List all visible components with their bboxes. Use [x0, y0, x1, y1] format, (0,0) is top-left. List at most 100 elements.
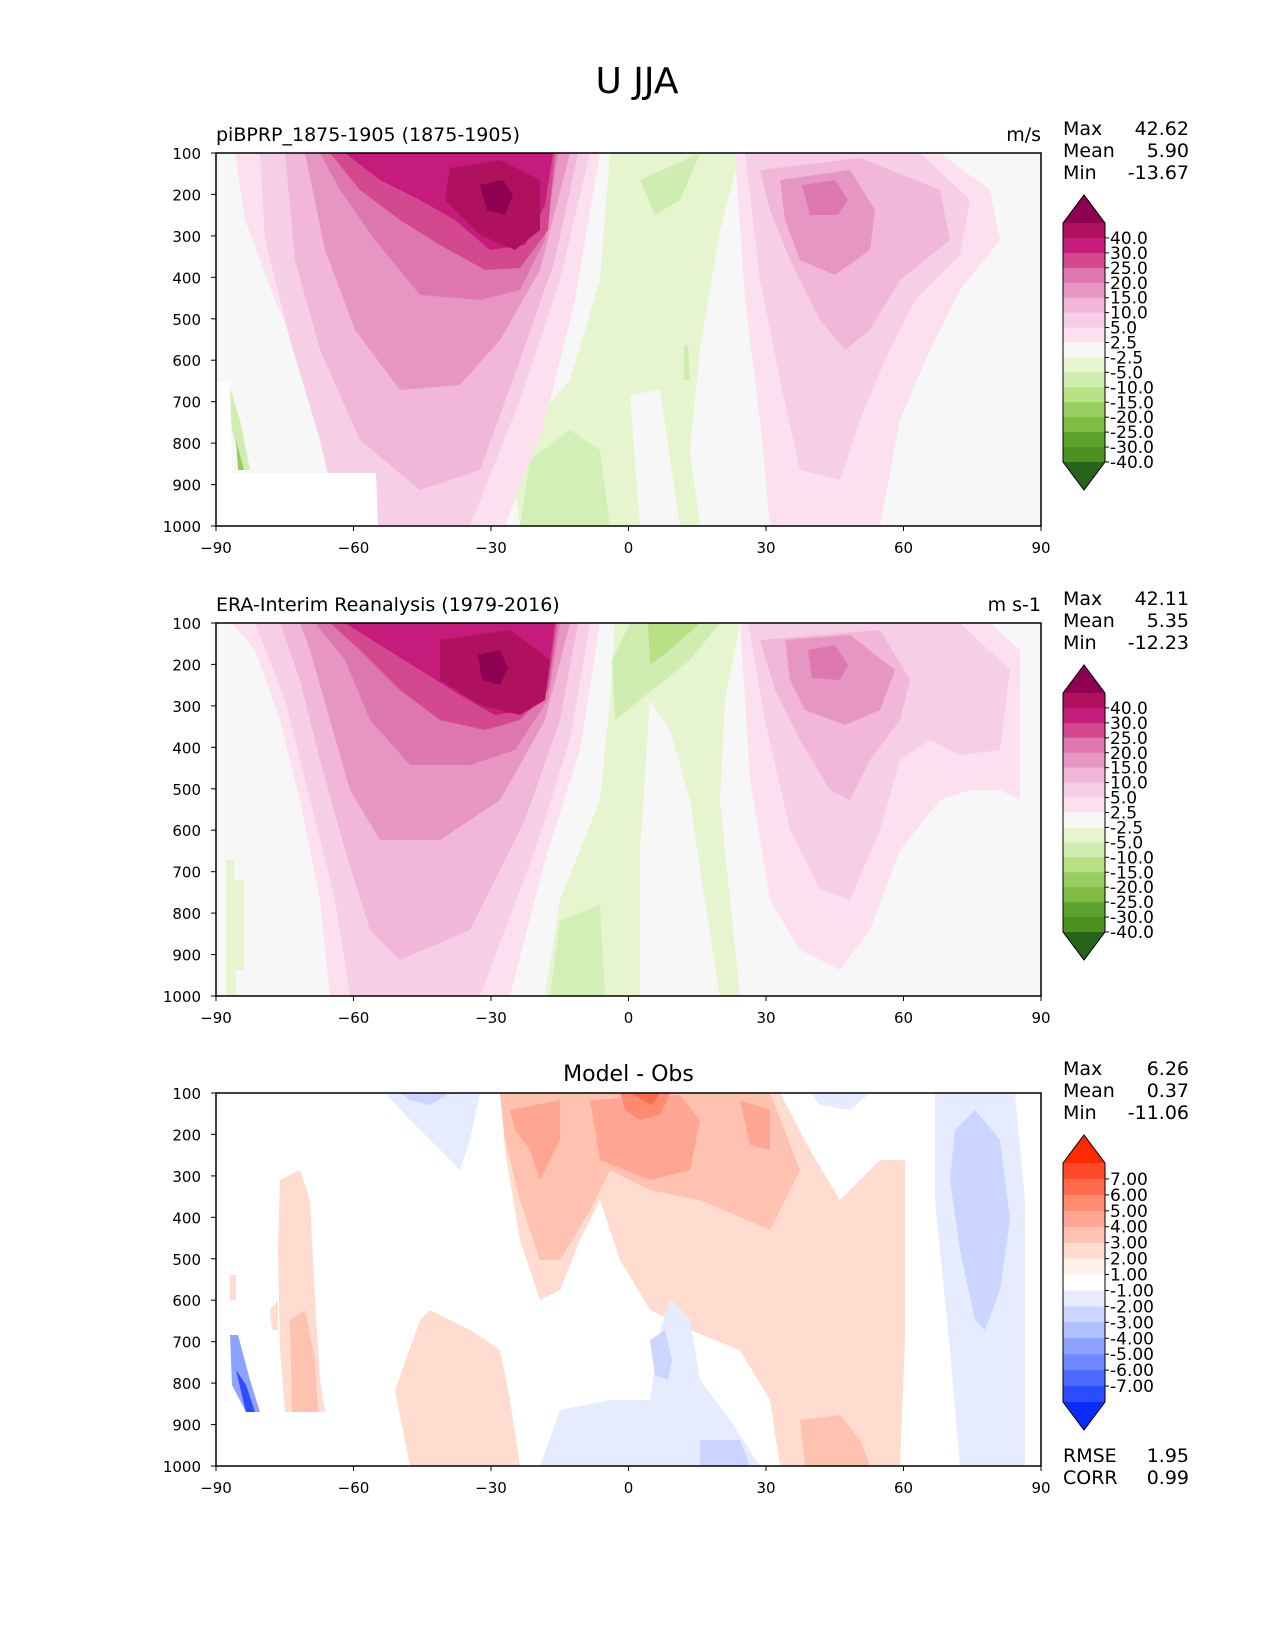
stat-label: Min — [1063, 1102, 1097, 1124]
stats-block: Max 42.11 Mean 5.35 Min -12.23 — [1063, 588, 1189, 654]
svg-text:1000: 1000 — [163, 518, 201, 536]
y-axis: 100 200 300 400 500 600 700 800 900 1000 — [163, 145, 216, 536]
colorbar-extend-min — [1063, 932, 1105, 960]
colorbar-swatch — [1063, 693, 1105, 709]
x-tick: −90 — [200, 1466, 232, 1497]
colorbar-swatch — [1063, 1210, 1105, 1228]
svg-text:600: 600 — [172, 1292, 201, 1310]
colorbar-label: 25.0 — [1110, 729, 1148, 749]
x-tick: −30 — [475, 526, 507, 557]
x-tick: −30 — [475, 1466, 507, 1497]
colorbar-label: -30.0 — [1110, 908, 1154, 928]
y-axis: 100 200 300 400 500 600 700 800 900 1000 — [163, 615, 216, 1006]
svg-text:90: 90 — [1031, 1009, 1050, 1027]
colorbar-swatch — [1063, 342, 1105, 359]
colorbar-label: -40.0 — [1110, 453, 1154, 473]
colorbar-swatch — [1063, 917, 1105, 933]
svg-text:700: 700 — [172, 864, 201, 882]
stat-label: Mean — [1063, 1080, 1115, 1102]
y-tick: 300 — [172, 698, 216, 716]
colorbar-extend-min — [1063, 462, 1105, 490]
colorbar-label: 3.00 — [1110, 1234, 1148, 1254]
colorbar-swatch — [1063, 887, 1105, 903]
colorbar-label: 15.0 — [1110, 759, 1148, 779]
svg-text:800: 800 — [172, 905, 201, 923]
colorbar-swatch — [1063, 782, 1105, 799]
y-tick: 1000 — [163, 988, 216, 1006]
colorbar-label: -15.0 — [1110, 863, 1154, 883]
svg-text:300: 300 — [172, 228, 201, 246]
svg-text:−30: −30 — [475, 539, 507, 557]
y-tick: 800 — [172, 905, 216, 923]
colorbar-label: 6.00 — [1110, 1186, 1148, 1206]
svg-text:300: 300 — [172, 698, 201, 716]
colorbar-swatch — [1063, 872, 1105, 888]
x-tick: 60 — [894, 996, 913, 1027]
svg-text:400: 400 — [172, 269, 201, 287]
colorbar-swatch — [1063, 1386, 1105, 1403]
svg-text:200: 200 — [172, 1126, 201, 1144]
y-tick: 900 — [172, 477, 216, 495]
stat-value: 0.99 — [1147, 1467, 1189, 1489]
svg-text:−90: −90 — [200, 1009, 232, 1027]
y-tick: 100 — [172, 1085, 216, 1103]
colorbar-swatch — [1063, 812, 1105, 829]
colorbar-label: 4.00 — [1110, 1218, 1148, 1238]
x-tick: 60 — [894, 526, 913, 557]
colorbar-label: 10.0 — [1110, 304, 1148, 324]
colorbar-swatch — [1063, 387, 1105, 403]
colorbar-label: -10.0 — [1110, 378, 1154, 398]
stat-value: -11.06 — [1128, 1102, 1189, 1124]
colorbar-label: -4.00 — [1110, 1329, 1154, 1349]
colorbar-label: 2.5 — [1110, 334, 1137, 354]
panel-model: piBPRP_1875-1905 (1875-1905) m/s — [163, 118, 1189, 557]
panel-left-title: piBPRP_1875-1905 (1875-1905) — [216, 124, 520, 146]
x-tick: 0 — [624, 526, 634, 557]
colorbar-swatch — [1063, 327, 1105, 344]
colorbar-swatch — [1063, 432, 1105, 448]
contour-field — [216, 1093, 1041, 1466]
colorbar-swatch — [1063, 1322, 1105, 1339]
y-tick: 500 — [172, 1251, 216, 1269]
stat-value: 6.26 — [1147, 1058, 1189, 1080]
colorbar-label: 25.0 — [1110, 259, 1148, 279]
y-tick: 600 — [172, 1292, 216, 1310]
colorbar-label: -10.0 — [1110, 848, 1154, 868]
x-axis: −90 −60 −30 0 30 60 90 — [200, 1466, 1051, 1497]
y-tick: 300 — [172, 228, 216, 246]
panel-units: m s-1 — [988, 594, 1041, 616]
x-tick: 0 — [624, 996, 633, 1027]
stats-block: Max 42.62 Mean 5.90 Min -13.67 — [1063, 118, 1189, 184]
y-tick: 800 — [172, 1375, 216, 1393]
colorbar-swatch — [1063, 1290, 1105, 1307]
x-axis: −90 −60 −30 0 30 60 90 — [200, 996, 1051, 1027]
y-tick: 1000 — [163, 1458, 216, 1476]
x-tick: 60 — [894, 1466, 913, 1497]
colorbar-swatch — [1063, 417, 1105, 433]
colorbar-swatch — [1063, 827, 1105, 843]
colorbar: 7.006.005.004.003.002.001.00-1.00-2.00-3… — [1062, 1134, 1154, 1431]
svg-text:60: 60 — [894, 1009, 913, 1027]
svg-text:600: 600 — [172, 352, 201, 370]
colorbar-label: 30.0 — [1110, 714, 1148, 734]
svg-text:200: 200 — [172, 656, 201, 674]
colorbar-swatch — [1063, 1178, 1105, 1196]
stat-value: -13.67 — [1128, 162, 1189, 184]
colorbar-label: 15.0 — [1110, 289, 1148, 309]
colorbar-label: -3.00 — [1110, 1313, 1154, 1333]
colorbar-label: -7.00 — [1110, 1377, 1154, 1397]
svg-text:700: 700 — [172, 394, 201, 412]
stat-label: Min — [1063, 162, 1097, 184]
y-tick: 800 — [172, 435, 216, 453]
y-tick: 100 — [172, 615, 216, 633]
colorbar-label: -40.0 — [1110, 923, 1154, 943]
colorbar-swatch — [1063, 1274, 1105, 1292]
y-tick: 500 — [172, 781, 216, 799]
colorbar-swatch — [1063, 797, 1105, 814]
svg-text:60: 60 — [894, 1479, 913, 1497]
svg-text:0: 0 — [624, 539, 634, 557]
colorbar: 40.030.025.020.015.010.05.02.5-2.5-5.0-1… — [1062, 664, 1154, 961]
svg-text:0: 0 — [624, 1479, 634, 1497]
colorbar-label: 1.00 — [1110, 1266, 1148, 1286]
colorbar-swatch — [1063, 372, 1105, 388]
